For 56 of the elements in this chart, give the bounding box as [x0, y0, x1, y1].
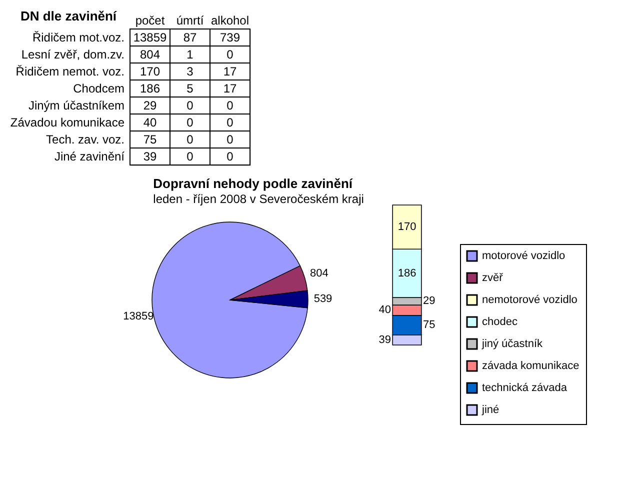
data-label: 0 [226, 150, 234, 164]
data-label: 739 [220, 30, 240, 44]
data-label: 1 [186, 48, 194, 62]
y-tick-label: Řidičem mot.voz. [32, 30, 124, 44]
legend-label: nemotorové vozidlo [482, 294, 578, 306]
data-label: 0 [186, 150, 194, 164]
legend-label: technická závada [482, 382, 568, 394]
data-label: 186 [398, 267, 416, 280]
data-label: 17 [223, 64, 237, 78]
y-tick-label: Lesní zvěř, dom.zv. [21, 48, 124, 62]
y-tick-label: Jiné zavinění [54, 150, 126, 164]
chart-title: DN dle zavinění [20, 8, 117, 24]
chart-subtitle: leden - říjen 2008 v Severočeském kraji [153, 192, 364, 206]
data-label: 804 [310, 268, 328, 280]
data-label: 13859 [133, 30, 168, 44]
legend-label: motorové vozidlo [482, 250, 566, 262]
x-tick-label: počet [135, 14, 166, 28]
data-label: 13859 [123, 310, 154, 322]
y-tick-label: Chodcem [73, 82, 124, 96]
chart-title: Dopravní nehody podle zavinění [153, 176, 353, 191]
legend-label: závada komunikace [482, 360, 580, 372]
data-label: 17 [223, 82, 237, 96]
data-label: 39 [143, 150, 157, 164]
legend-label: chodec [482, 316, 518, 328]
data-label: 75 [143, 132, 157, 146]
data-label: 804 [140, 48, 160, 62]
data-label: 170 [140, 64, 160, 78]
data-label: 29 [423, 295, 436, 308]
data-label: 5 [186, 82, 194, 96]
data-label: 39 [378, 334, 391, 346]
y-tick-label: Tech. zav. voz. [46, 132, 124, 146]
legend-label: jiné [481, 404, 500, 416]
data-label: 0 [186, 132, 194, 146]
data-label: 0 [226, 98, 234, 112]
x-tick-label: úmrtí [176, 14, 204, 28]
y-tick-label: Řidičem nemot. voz. [16, 64, 124, 78]
pie-slice [152, 222, 308, 378]
data-label: 0 [226, 48, 234, 62]
y-tick-label: Jiným účastníkem [28, 98, 124, 112]
data-label: 0 [226, 132, 234, 146]
legend-label: jiný účastník [481, 338, 544, 350]
data-label: 539 [314, 293, 332, 306]
data-label: 0 [186, 116, 194, 130]
data-label: 0 [186, 98, 194, 112]
data-label: 186 [140, 82, 160, 96]
data-label: 170 [398, 221, 416, 234]
data-label: 87 [183, 30, 197, 44]
data-label: 40 [378, 304, 391, 316]
legend-label: zvěř [482, 272, 504, 284]
data-label: 75 [423, 319, 436, 332]
y-tick-label: Závadou komunikace [10, 116, 125, 130]
data-label: 3 [186, 64, 194, 78]
x-tick-label: alkohol [210, 14, 250, 28]
data-label: 29 [143, 98, 157, 112]
data-label: 0 [226, 116, 234, 130]
data-label: 40 [143, 116, 157, 130]
